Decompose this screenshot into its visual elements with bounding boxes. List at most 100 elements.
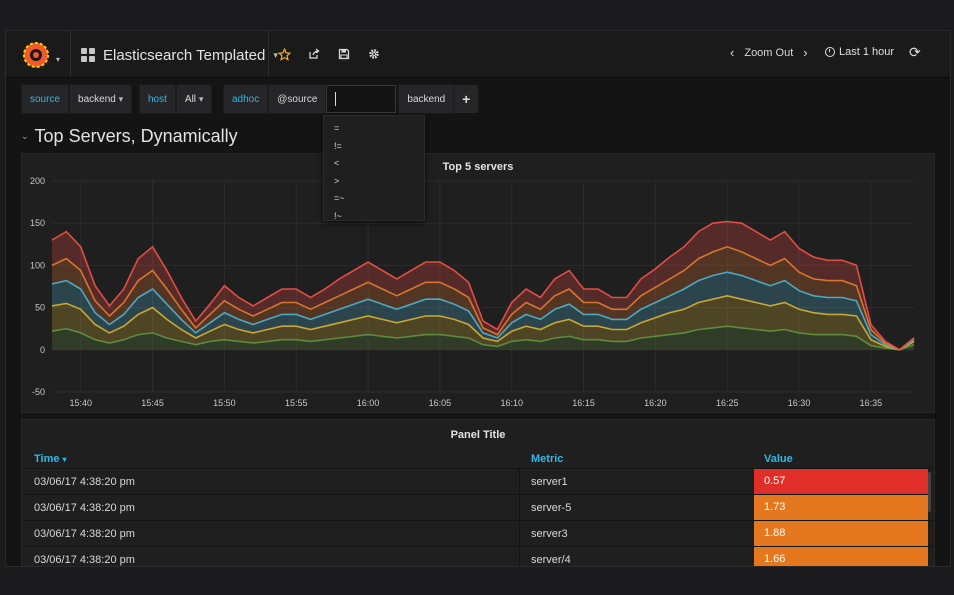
time-range-label: Last 1 hour: [839, 46, 895, 58]
series-line-0: [51, 325, 915, 351]
sort-desc-icon: ▾: [62, 455, 67, 464]
column-divider: [519, 469, 520, 495]
series-area-2: [52, 272, 914, 350]
y-tick-label: 200: [30, 176, 45, 186]
series-line-3: [51, 245, 915, 351]
y-tick-label: 150: [30, 218, 45, 228]
x-tick-label: 16:20: [644, 398, 667, 408]
table-header: Time ▾ Metric Value: [22, 450, 934, 468]
adhoc-value-segment[interactable]: backend: [398, 84, 455, 114]
top-navbar: ▾ Elasticsearch Templated ▾ ‹ Zoom Out ›…: [6, 31, 950, 78]
cell-value: 1.66: [754, 547, 928, 566]
x-tick-label: 15:50: [213, 398, 236, 408]
x-tick-label: 16:00: [357, 398, 380, 408]
refresh-icon[interactable]: ⟳: [909, 44, 921, 60]
column-divider: [519, 495, 520, 521]
chevron-left-icon[interactable]: ‹: [730, 45, 735, 60]
series-line-4: [51, 220, 915, 351]
variable-host-label: host: [139, 84, 176, 114]
series-area-3: [52, 246, 914, 350]
column-header-metric[interactable]: Metric: [531, 453, 564, 465]
save-icon[interactable]: [334, 45, 354, 63]
divider: [268, 31, 269, 77]
table-panel: Panel Title Time ▾ Metric Value 03/06/17…: [21, 419, 935, 566]
zoom-out-button[interactable]: Zoom Out: [744, 46, 794, 59]
table-panel-title[interactable]: Panel Title: [450, 429, 506, 441]
chevron-down-icon: ▾: [273, 49, 278, 60]
logo-caret-icon[interactable]: ▾: [56, 55, 61, 64]
table-scrollbar[interactable]: [928, 472, 931, 512]
variable-host-dropdown[interactable]: All ▾: [175, 84, 213, 114]
series-area-0: [52, 326, 914, 350]
x-tick-label: 15:40: [69, 398, 92, 408]
variable-source: source backend ▾: [21, 84, 133, 114]
clock-icon: [825, 47, 835, 57]
cell-metric: server/4: [531, 554, 571, 566]
time-range-picker[interactable]: Last 1 hour: [825, 46, 894, 58]
chevron-down-icon: ▾: [198, 93, 204, 104]
x-tick-label: 15:55: [285, 398, 308, 408]
operator-option-eq[interactable]: =: [334, 123, 340, 133]
operator-option-regex[interactable]: =~: [334, 193, 345, 204]
chevron-down-icon: ▾: [118, 93, 124, 104]
row-header[interactable]: ⌄ Top Servers, Dynamically: [21, 126, 238, 147]
table-row[interactable]: 03/06/17 4:38:20 pm server-5 1.73: [22, 494, 934, 521]
gear-icon[interactable]: [364, 45, 384, 63]
series-area-1: [52, 295, 914, 350]
cell-metric: server3: [531, 528, 568, 540]
graph-panel-title[interactable]: Top 5 servers: [442, 161, 514, 173]
chevron-down-icon: ⌄: [21, 131, 29, 141]
y-tick-label: 100: [30, 260, 45, 270]
dashboard-title: Elasticsearch Templated: [103, 46, 266, 64]
column-header-time-label: Time: [34, 453, 60, 465]
operator-dropdown: = != < > =~ !~: [323, 115, 425, 221]
column-divider: [519, 547, 520, 566]
adhoc-operator-input[interactable]: [326, 85, 397, 113]
variable-adhoc: adhoc @source backend +: [223, 84, 479, 114]
cell-metric: server-5: [531, 502, 572, 514]
operator-option-lt[interactable]: <: [334, 158, 340, 169]
cell-time: 03/06/17 4:38:20 pm: [34, 554, 135, 566]
cell-value: 0.57: [754, 469, 928, 494]
table-row[interactable]: 03/06/17 4:38:20 pm server/4 1.66: [22, 546, 934, 566]
operator-option-not-regex[interactable]: !~: [334, 210, 342, 221]
graph-panel: Top 5 servers 200 150 100 50 0 -50 15:40 15:45 1…: [21, 153, 935, 413]
variable-adhoc-label: adhoc: [223, 84, 269, 114]
column-divider: [519, 521, 520, 547]
operator-option-neq[interactable]: !=: [334, 140, 342, 151]
operator-option-gt[interactable]: >: [334, 175, 340, 186]
add-filter-button[interactable]: +: [454, 85, 479, 113]
grafana-logo-icon[interactable]: [21, 41, 53, 69]
cell-value: 1.73: [754, 495, 928, 520]
share-icon[interactable]: [304, 45, 324, 63]
cell-time: 03/06/17 4:38:20 pm: [34, 476, 135, 488]
column-header-time[interactable]: Time ▾: [34, 453, 67, 465]
x-tick-label: 16:10: [500, 398, 523, 408]
star-icon[interactable]: [274, 45, 294, 63]
x-tick-label: 16:25: [716, 398, 739, 408]
y-tick-label: 50: [35, 303, 45, 313]
variable-source-label: source: [21, 84, 70, 114]
text-cursor: [335, 92, 337, 106]
divider: [70, 31, 71, 77]
adhoc-key-segment[interactable]: @source: [268, 84, 327, 114]
dashboard-grid-icon: [81, 48, 95, 62]
table-row[interactable]: 03/06/17 4:38:20 pm server1 0.57: [22, 468, 934, 495]
series-line-1: [51, 294, 915, 351]
cell-metric: server1: [531, 476, 568, 488]
grafana-window: ▾ Elasticsearch Templated ▾ ‹ Zoom Out ›…: [5, 30, 951, 567]
variable-source-dropdown[interactable]: backend ▾: [69, 84, 133, 114]
graph-chart[interactable]: 200 150 100 50 0 -50 15:40 15:45 15:50 15:55 16:00…: [22, 154, 934, 412]
chevron-right-icon[interactable]: ›: [803, 45, 808, 60]
variable-source-value: backend: [78, 93, 116, 105]
table-row[interactable]: 03/06/17 4:38:20 pm server3 1.88: [22, 520, 934, 547]
variable-host-value: All: [184, 93, 197, 105]
dashboard-picker[interactable]: Elasticsearch Templated ▾: [81, 44, 278, 66]
cell-time: 03/06/17 4:38:20 pm: [34, 528, 135, 540]
zoom-controls: ‹ Zoom Out ›: [730, 45, 808, 60]
row-title: Top Servers, Dynamically: [34, 126, 238, 146]
x-tick-label: 16:30: [788, 398, 811, 408]
x-tick-label: 15:45: [141, 398, 164, 408]
cell-value: 1.88: [754, 521, 928, 546]
column-header-value[interactable]: Value: [764, 453, 793, 465]
